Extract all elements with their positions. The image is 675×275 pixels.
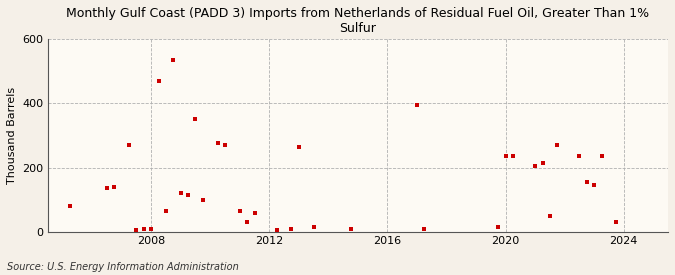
Title: Monthly Gulf Coast (PADD 3) Imports from Netherlands of Residual Fuel Oil, Great: Monthly Gulf Coast (PADD 3) Imports from… xyxy=(66,7,649,35)
Point xyxy=(574,154,585,158)
Point xyxy=(508,154,518,158)
Point xyxy=(545,214,556,218)
Point xyxy=(153,78,164,83)
Point xyxy=(412,103,423,107)
Point xyxy=(500,154,511,158)
Point xyxy=(294,144,304,149)
Point xyxy=(419,227,430,231)
Point xyxy=(198,197,209,202)
Point xyxy=(537,161,548,165)
Y-axis label: Thousand Barrels: Thousand Barrels xyxy=(7,87,17,184)
Point xyxy=(271,228,282,232)
Point xyxy=(589,183,599,188)
Point xyxy=(242,220,252,224)
Point xyxy=(109,185,119,189)
Point xyxy=(190,117,201,122)
Point xyxy=(493,225,504,229)
Point xyxy=(611,220,622,224)
Point xyxy=(219,143,230,147)
Point xyxy=(308,225,319,229)
Point xyxy=(234,209,245,213)
Point xyxy=(176,191,186,196)
Point xyxy=(212,141,223,146)
Point xyxy=(146,227,157,231)
Point xyxy=(249,210,260,215)
Point xyxy=(286,227,297,231)
Point xyxy=(138,227,149,232)
Point xyxy=(124,143,134,147)
Point xyxy=(552,143,563,147)
Point xyxy=(581,180,592,184)
Point xyxy=(183,193,194,197)
Point xyxy=(131,228,142,232)
Point xyxy=(345,227,356,231)
Point xyxy=(161,209,171,213)
Point xyxy=(65,204,76,208)
Point xyxy=(101,186,112,191)
Point xyxy=(530,164,541,168)
Text: Source: U.S. Energy Information Administration: Source: U.S. Energy Information Administ… xyxy=(7,262,238,272)
Point xyxy=(596,154,607,158)
Point xyxy=(168,57,179,62)
